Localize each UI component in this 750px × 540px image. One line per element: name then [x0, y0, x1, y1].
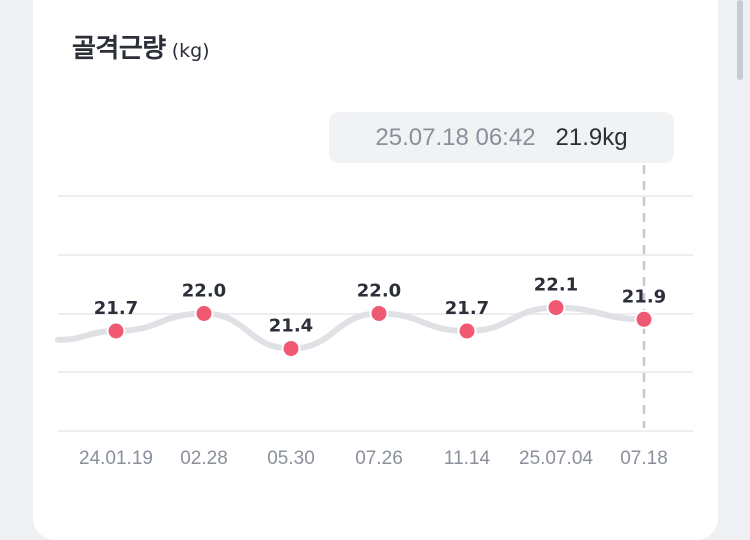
- data-point: [194, 303, 214, 323]
- chart-card: [33, 0, 718, 540]
- card-title: 골격근량: [72, 34, 166, 64]
- card-header: 골격근량 (kg): [72, 28, 210, 65]
- data-point: [457, 321, 477, 341]
- scrollbar[interactable]: [737, 0, 743, 80]
- x-tick-label: 07.26: [355, 448, 403, 469]
- data-point: [106, 321, 126, 341]
- data-label: 21.4: [269, 316, 313, 337]
- line-chart[interactable]: 21.7 22.0 21.4 22.0 21.7 22.1 21.9 24.01.19 02.2…: [0, 0, 750, 511]
- data-point: [634, 309, 654, 329]
- data-label: 21.7: [445, 298, 489, 319]
- data-label: 22.0: [182, 280, 226, 301]
- series-line: [55, 304, 647, 352]
- card-unit: (kg): [171, 40, 210, 62]
- data-point: [369, 303, 389, 323]
- x-tick-label: 02.28: [180, 448, 228, 469]
- data-label: 22.1: [534, 275, 578, 296]
- tooltip-datetime: 25.07.18 06:42: [375, 123, 536, 151]
- tooltip-value: 21.9kg: [555, 123, 628, 151]
- data-point: [546, 298, 566, 318]
- data-label: 21.7: [94, 298, 138, 319]
- data-label: 21.9: [622, 286, 666, 307]
- x-tick-label: 24.01.19: [79, 448, 153, 469]
- x-tick-label: 07.18: [620, 448, 668, 469]
- x-tick-label: 25.07.04: [519, 448, 593, 469]
- x-tick-label: 11.14: [444, 448, 491, 469]
- x-tick-label: 05.30: [267, 448, 315, 469]
- data-point: [281, 339, 301, 359]
- chart-tooltip: 25.07.18 06:42 21.9kg: [329, 112, 674, 163]
- data-label: 22.0: [357, 280, 401, 301]
